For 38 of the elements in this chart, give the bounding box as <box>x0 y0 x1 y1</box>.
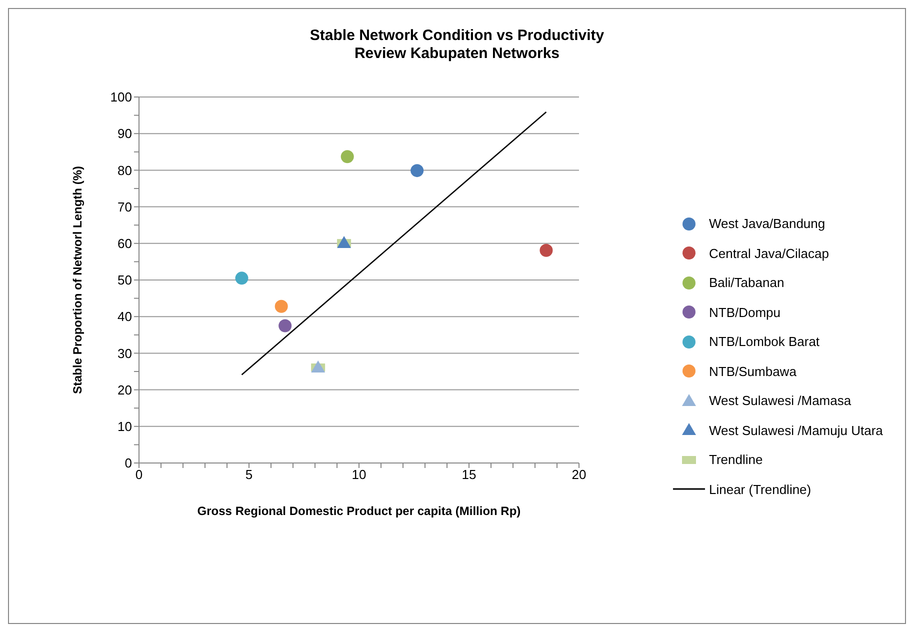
y-tick-label: 60 <box>118 236 132 252</box>
point <box>235 272 248 285</box>
point <box>274 300 288 313</box>
point <box>340 150 354 164</box>
x-tick-label: 10 <box>352 467 366 482</box>
y-tick-label: 70 <box>118 199 132 214</box>
y-tick-label: 100 <box>110 90 132 105</box>
legend-label: West Sulawesi /Mamuju Utara <box>709 422 883 438</box>
x-axis-title: Gross Regional Domestic Product per capita (Million Rp) <box>197 504 521 518</box>
point <box>410 164 424 178</box>
x-tick-label: 5 <box>245 467 253 482</box>
x-tick-label: 0 <box>135 467 143 482</box>
y-tick-label: 40 <box>118 309 132 324</box>
point <box>337 236 352 248</box>
legend-label: Trendline <box>709 452 763 468</box>
y-tick-label: 10 <box>118 419 132 434</box>
y-tick-label: 0 <box>124 456 132 471</box>
chart-title: Stable Network Condition vs Productivity <box>308 27 606 45</box>
legend-label: West Java/Bandung <box>709 216 826 232</box>
y-tick-label: 90 <box>118 126 132 142</box>
legend-label: NTB/Lombok Barat <box>709 334 820 350</box>
legend-label: Bali/Tabanan <box>709 275 784 290</box>
y-tick-label: 30 <box>118 346 132 361</box>
legend-label: NTB/Dompu <box>709 304 781 320</box>
legend-label: West Sulawesi /Mamasa <box>709 393 852 408</box>
point <box>540 244 553 257</box>
legend-label: Linear (Trendline) <box>709 482 812 497</box>
x-tick-label: 20 <box>572 467 586 482</box>
legend-label: NTB/Sumbawa <box>709 364 796 379</box>
point <box>278 319 292 332</box>
y-axis-title: Stable Proportion of Networl Length (%) <box>70 166 84 394</box>
y-tick-label: 20 <box>118 382 132 398</box>
chart-subtitle: Review Kabupaten Networks <box>353 45 561 63</box>
y-tick-label: 50 <box>118 272 132 288</box>
y-tick-label: 80 <box>118 162 132 178</box>
point <box>311 360 326 372</box>
x-tick-label: 15 <box>462 467 476 482</box>
legend-label: Central Java/Cilacap <box>709 246 829 261</box>
